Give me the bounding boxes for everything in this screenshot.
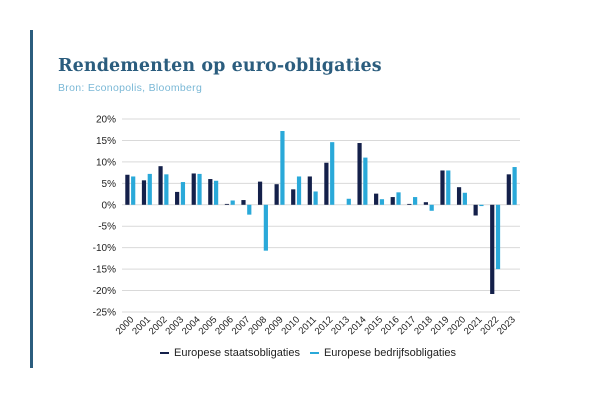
bar-gov-2000 [125,174,130,205]
y-tick-label: -5% [98,222,116,233]
bar-gov-2016 [390,197,395,205]
bar-corp-2010 [296,176,302,205]
y-axis-tick-labels: 20% 15% 10% 5% 0% -5% -10% -15% -20% -25% [93,115,116,319]
legend-label-gov: Europese staatsobligaties [174,347,300,359]
bar-corp-2015 [379,199,385,205]
y-tick-label: 0% [102,200,117,211]
legend-swatch-corp [309,351,319,355]
legend-swatch-gov [160,351,169,355]
bar-corp-2022 [495,204,501,270]
bar-corp-2009 [280,131,285,205]
y-tick-label: 5% [102,179,117,190]
accent-bar [30,30,33,368]
legend-item-gov: Europese staatsobligaties [160,347,300,359]
bar-gov-2008 [257,181,263,205]
bar-gov-2018 [423,202,428,205]
bar-gov-2012 [324,162,329,205]
chart-title: Rendementen op euro-obligaties [58,56,382,76]
bar-corp-2017 [413,197,418,205]
bar-gov-2009 [274,184,279,205]
bar-corp-2005 [214,180,219,205]
bar-gov-2015 [374,193,379,205]
bar-gov-2014 [357,143,362,205]
bar-gov-2004 [191,173,196,205]
bar-gov-2001 [141,180,147,205]
x-axis-tick-labels: 2000200120022003200420052006200720082009… [114,314,518,337]
bar-corp-2023 [512,167,517,205]
bar-corp-2012 [330,142,335,205]
bar-corp-2007 [247,204,252,215]
bar-corp-2016 [396,192,401,205]
bar-gov-2006 [224,203,229,205]
y-tick-label: 15% [96,136,116,147]
bar-gov-2017 [407,203,412,205]
bar-corp-2011 [313,191,318,205]
legend-item-corp: Europese bedrijfsobligaties [309,347,457,359]
bar-corp-2008 [263,204,268,251]
y-tick-label: -15% [93,265,116,276]
bar-gov-2022 [490,204,495,294]
legend-label-corp: Europese bedrijfsobligaties [323,347,457,359]
bar-corp-2001 [147,173,152,205]
bar-gov-2011 [307,176,312,205]
bar-gov-2007 [241,200,246,205]
y-tick-label: -20% [93,286,116,297]
y-tick-label: 20% [96,115,116,126]
bar-gov-2005 [208,179,213,205]
bar-corp-2018 [429,204,434,211]
bar-corp-2019 [446,170,451,205]
bar-gov-2020 [456,187,462,205]
bar-gov-2003 [175,191,180,205]
bar-gov-2023 [506,174,511,205]
bar-corp-2006 [230,200,235,205]
bar-corp-2014 [363,157,368,205]
gridlines [122,118,520,313]
legend: Europese staatsobligaties Europese bedri… [160,347,466,359]
x-tick-label: 2023 [495,314,518,337]
bar-corp-2002 [164,174,169,205]
bar-corp-2000 [131,176,136,205]
bar-gov-2010 [291,189,296,205]
bar-corp-2003 [180,182,186,205]
y-tick-label: -25% [93,308,116,319]
bar-gov-2019 [440,170,445,205]
y-tick-label: 10% [96,157,116,168]
bar-gov-2021 [473,204,478,216]
bar-corp-2013 [346,198,351,205]
y-tick-label: -10% [93,243,116,254]
bar-corp-2021 [479,204,484,207]
bar-corp-2020 [462,192,467,205]
bars [125,131,517,294]
bar-gov-2002 [158,166,163,205]
chart-source: Bron: Econopolis, Bloomberg [58,82,203,94]
bar-corp-2004 [197,173,202,205]
